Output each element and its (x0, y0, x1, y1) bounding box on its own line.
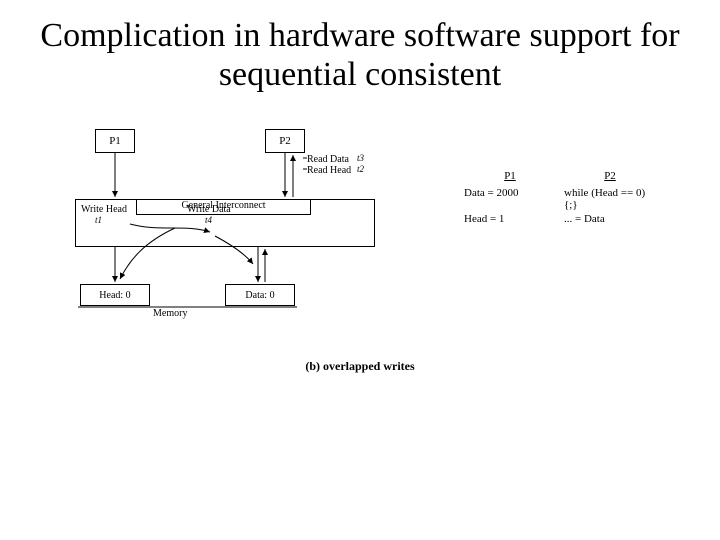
code-cell: while (Head == 0) {;} (560, 186, 660, 212)
time-t4-label: t4 (205, 216, 212, 226)
memory-label: Memory (153, 308, 187, 319)
processor-p1-box: P1 (95, 129, 135, 153)
memory-diagram: P1 P2 General Interconnect Head: 0 Data:… (75, 124, 435, 384)
time-t2-label: t2 (357, 165, 364, 175)
time-t3-label: t3 (357, 154, 364, 164)
figure-caption: (b) overlapped writes (0, 359, 720, 374)
code-header-p2: P2 (560, 169, 660, 186)
time-t1-label: t1 (95, 216, 102, 226)
diagram-arrows (75, 124, 435, 384)
code-cell: Data = 2000 (460, 186, 560, 212)
processor-p2-box: P2 (265, 129, 305, 153)
write-head-label: Write Head (81, 204, 127, 215)
read-head-label: Read Head (307, 165, 351, 176)
pseudocode-table: P1 P2 Data = 2000 while (Head == 0) {;} … (460, 169, 660, 226)
memory-data-box: Data: 0 (225, 284, 295, 306)
memory-head-box: Head: 0 (80, 284, 150, 306)
code-header-p1: P1 (460, 169, 560, 186)
write-data-label: Write Data (187, 204, 231, 215)
slide-title: Complication in hardware software suppor… (0, 0, 720, 94)
code-cell: ... = Data (560, 212, 660, 226)
read-data-label: Read Data (307, 154, 349, 165)
code-cell: Head = 1 (460, 212, 560, 226)
